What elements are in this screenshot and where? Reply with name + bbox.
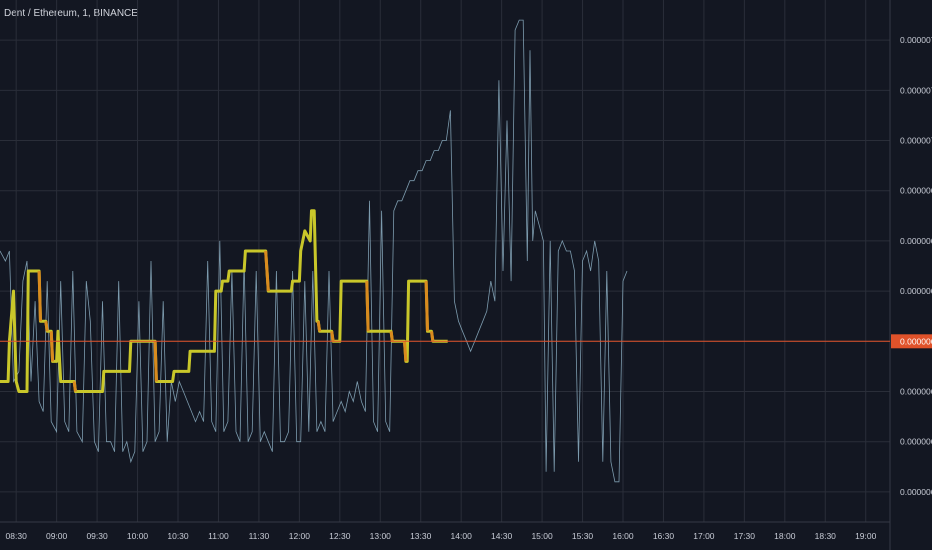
- x-tick-label: 11:00: [208, 531, 229, 541]
- y-tick-label: 0.00000690: [900, 236, 932, 246]
- x-tick-label: 13:00: [370, 531, 392, 541]
- indicator-drop-24: [153, 341, 158, 382]
- y-tick-label: 0.00000675: [900, 387, 932, 397]
- x-tick-label: 16:00: [612, 531, 634, 541]
- x-tick-label: 13:30: [410, 531, 432, 541]
- series-group: [0, 19, 628, 483]
- indicator-drop-52: [330, 331, 335, 342]
- y-tick-label: 0.00000670: [900, 437, 932, 447]
- x-tick-label: 14:00: [451, 531, 473, 541]
- indicator-drop-58: [389, 331, 394, 342]
- x-tick-label: 09:00: [46, 531, 68, 541]
- x-tick-label: 10:30: [167, 531, 189, 541]
- x-tick-label: 16:30: [653, 531, 675, 541]
- last-price-marker: 0.00000680: [0, 334, 932, 349]
- chart-title: Dent / Ethereum, 1, BINANCE: [4, 8, 138, 19]
- y-axis: 0.00000665 0.00000670 0.00000675 0.00000680…: [900, 35, 932, 497]
- x-tick-label: 17:30: [734, 531, 756, 541]
- indicator-drop-60: [403, 341, 408, 362]
- x-tick-label: 19:00: [855, 531, 877, 541]
- x-tick-label: 17:00: [693, 531, 715, 541]
- indicator-drop-9: [37, 270, 42, 322]
- indicator-drop-38: [264, 250, 269, 272]
- y-tick-label: 0.00000695: [900, 186, 932, 196]
- x-tick-label: 15:30: [572, 531, 594, 541]
- indicator-drop-39: [265, 270, 270, 292]
- indicator-drop-66: [430, 331, 435, 342]
- y-tick-label: 0.00000685: [900, 286, 932, 296]
- x-tick-label: 12:00: [289, 531, 311, 541]
- x-tick-label: 10:00: [127, 531, 149, 541]
- x-tick-label: 18:00: [774, 531, 796, 541]
- indicator-drop-18: [72, 381, 78, 392]
- x-axis: 08:30 09:00 09:30 10:00 10:30 11:00 11:30 12:00…: [6, 531, 877, 541]
- x-tick-label: 18:30: [815, 531, 837, 541]
- indicator-drop-56: [365, 281, 370, 332]
- x-tick-label: 09:30: [86, 531, 108, 541]
- y-tick-label: 0.00000665: [900, 487, 932, 497]
- y-tick-label: 0.00000710: [900, 35, 932, 45]
- price-series-line: [0, 19, 628, 483]
- indicator-drop-50: [316, 321, 322, 332]
- y-tick-label: 0.00000700: [900, 136, 932, 146]
- last-price-label: 0.00000680: [900, 336, 932, 346]
- x-tick-label: 15:00: [531, 531, 553, 541]
- x-tick-label: 11:30: [249, 531, 270, 541]
- x-tick-label: 08:30: [6, 531, 28, 541]
- last-price-badge: [891, 334, 932, 349]
- grid-lines: [0, 0, 891, 550]
- x-tick-label: 14:30: [491, 531, 513, 541]
- x-tick-label: 12:30: [329, 531, 351, 541]
- indicator-drop-64: [424, 281, 429, 332]
- indicator-drop-11: [44, 321, 49, 332]
- indicator-drop-13: [49, 331, 55, 362]
- y-tick-label: 0.00000705: [900, 85, 932, 95]
